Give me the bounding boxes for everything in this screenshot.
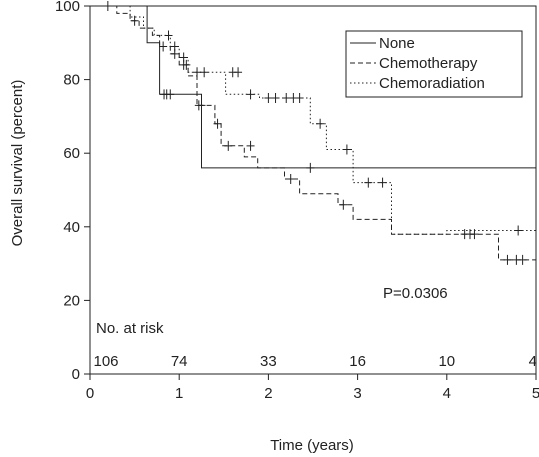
censor-mark — [316, 118, 325, 129]
censor-mark — [271, 93, 280, 103]
censor-mark — [170, 41, 179, 52]
censor-mark — [470, 229, 479, 240]
x-tick-label: 4 — [443, 385, 451, 402]
risk-table: 106 74 33 16 10 4 — [93, 353, 537, 370]
censor-mark — [246, 89, 255, 100]
survival-curves — [90, 5, 536, 261]
axes: 0 20 40 60 80 100 0 1 2 3 4 5 — [55, 0, 539, 402]
survival-curve-none — [90, 5, 536, 169]
x-tick-label: 1 — [175, 385, 183, 402]
legend-label: None — [379, 35, 415, 52]
censor-mark — [130, 15, 139, 26]
survival-curve-chemotherapy — [90, 5, 536, 261]
censor-mark — [166, 89, 175, 100]
risk-count: 4 — [529, 353, 537, 370]
censor-mark — [213, 118, 222, 129]
risk-count: 74 — [171, 353, 188, 370]
legend-label: Chemotherapy — [379, 55, 478, 72]
y-axis-title: Overall survival (percent) — [9, 80, 26, 247]
legend-box — [345, 30, 523, 98]
censor-mark — [518, 254, 527, 265]
censor-mark — [514, 225, 523, 236]
x-tick-label: 5 — [532, 385, 539, 402]
censor-mark — [159, 41, 168, 52]
censor-mark — [224, 140, 233, 151]
risk-count: 106 — [93, 353, 118, 370]
censor-mark — [164, 30, 173, 41]
censor-mark — [286, 173, 295, 184]
survival-curve-chemoradiation — [90, 5, 536, 235]
y-tick-label: 20 — [63, 292, 80, 309]
censor-mark — [378, 177, 387, 188]
x-tick-label: 0 — [86, 385, 94, 402]
censor-mark — [364, 177, 373, 188]
y-tick-label: 100 — [55, 0, 80, 15]
risk-count: 33 — [260, 353, 277, 370]
risk-table-title: No. at risk — [96, 320, 164, 337]
legend: None Chemotherapy Chemoradiation — [345, 30, 523, 98]
y-tick-label: 0 — [72, 366, 80, 383]
risk-count: 16 — [349, 353, 366, 370]
censor-mark — [342, 144, 351, 155]
censor-mark — [282, 93, 291, 103]
censor-mark — [339, 199, 348, 210]
censor-mark — [246, 140, 255, 151]
censor-mark — [182, 59, 191, 70]
censor-mark — [200, 67, 209, 78]
censor-mark — [179, 52, 188, 63]
censor-mark — [295, 93, 304, 103]
censor-marks — [103, 1, 527, 265]
x-tick-label: 2 — [264, 385, 272, 402]
censor-mark — [234, 67, 243, 78]
x-axis-title: Time (years) — [270, 437, 354, 454]
censor-mark — [306, 162, 315, 173]
p-value-annotation: P=0.0306 — [383, 285, 448, 302]
x-tick-label: 3 — [353, 385, 361, 402]
y-tick-label: 60 — [63, 145, 80, 162]
censor-mark — [193, 67, 202, 78]
censor-mark — [197, 100, 206, 111]
censor-mark — [103, 1, 112, 11]
censor-mark — [503, 254, 512, 265]
plot-frame — [89, 5, 537, 375]
legend-label: Chemoradiation — [379, 75, 485, 92]
y-tick-label: 80 — [63, 72, 80, 89]
y-tick-label: 40 — [63, 219, 80, 236]
risk-count: 10 — [438, 353, 455, 370]
censor-mark — [264, 93, 273, 103]
